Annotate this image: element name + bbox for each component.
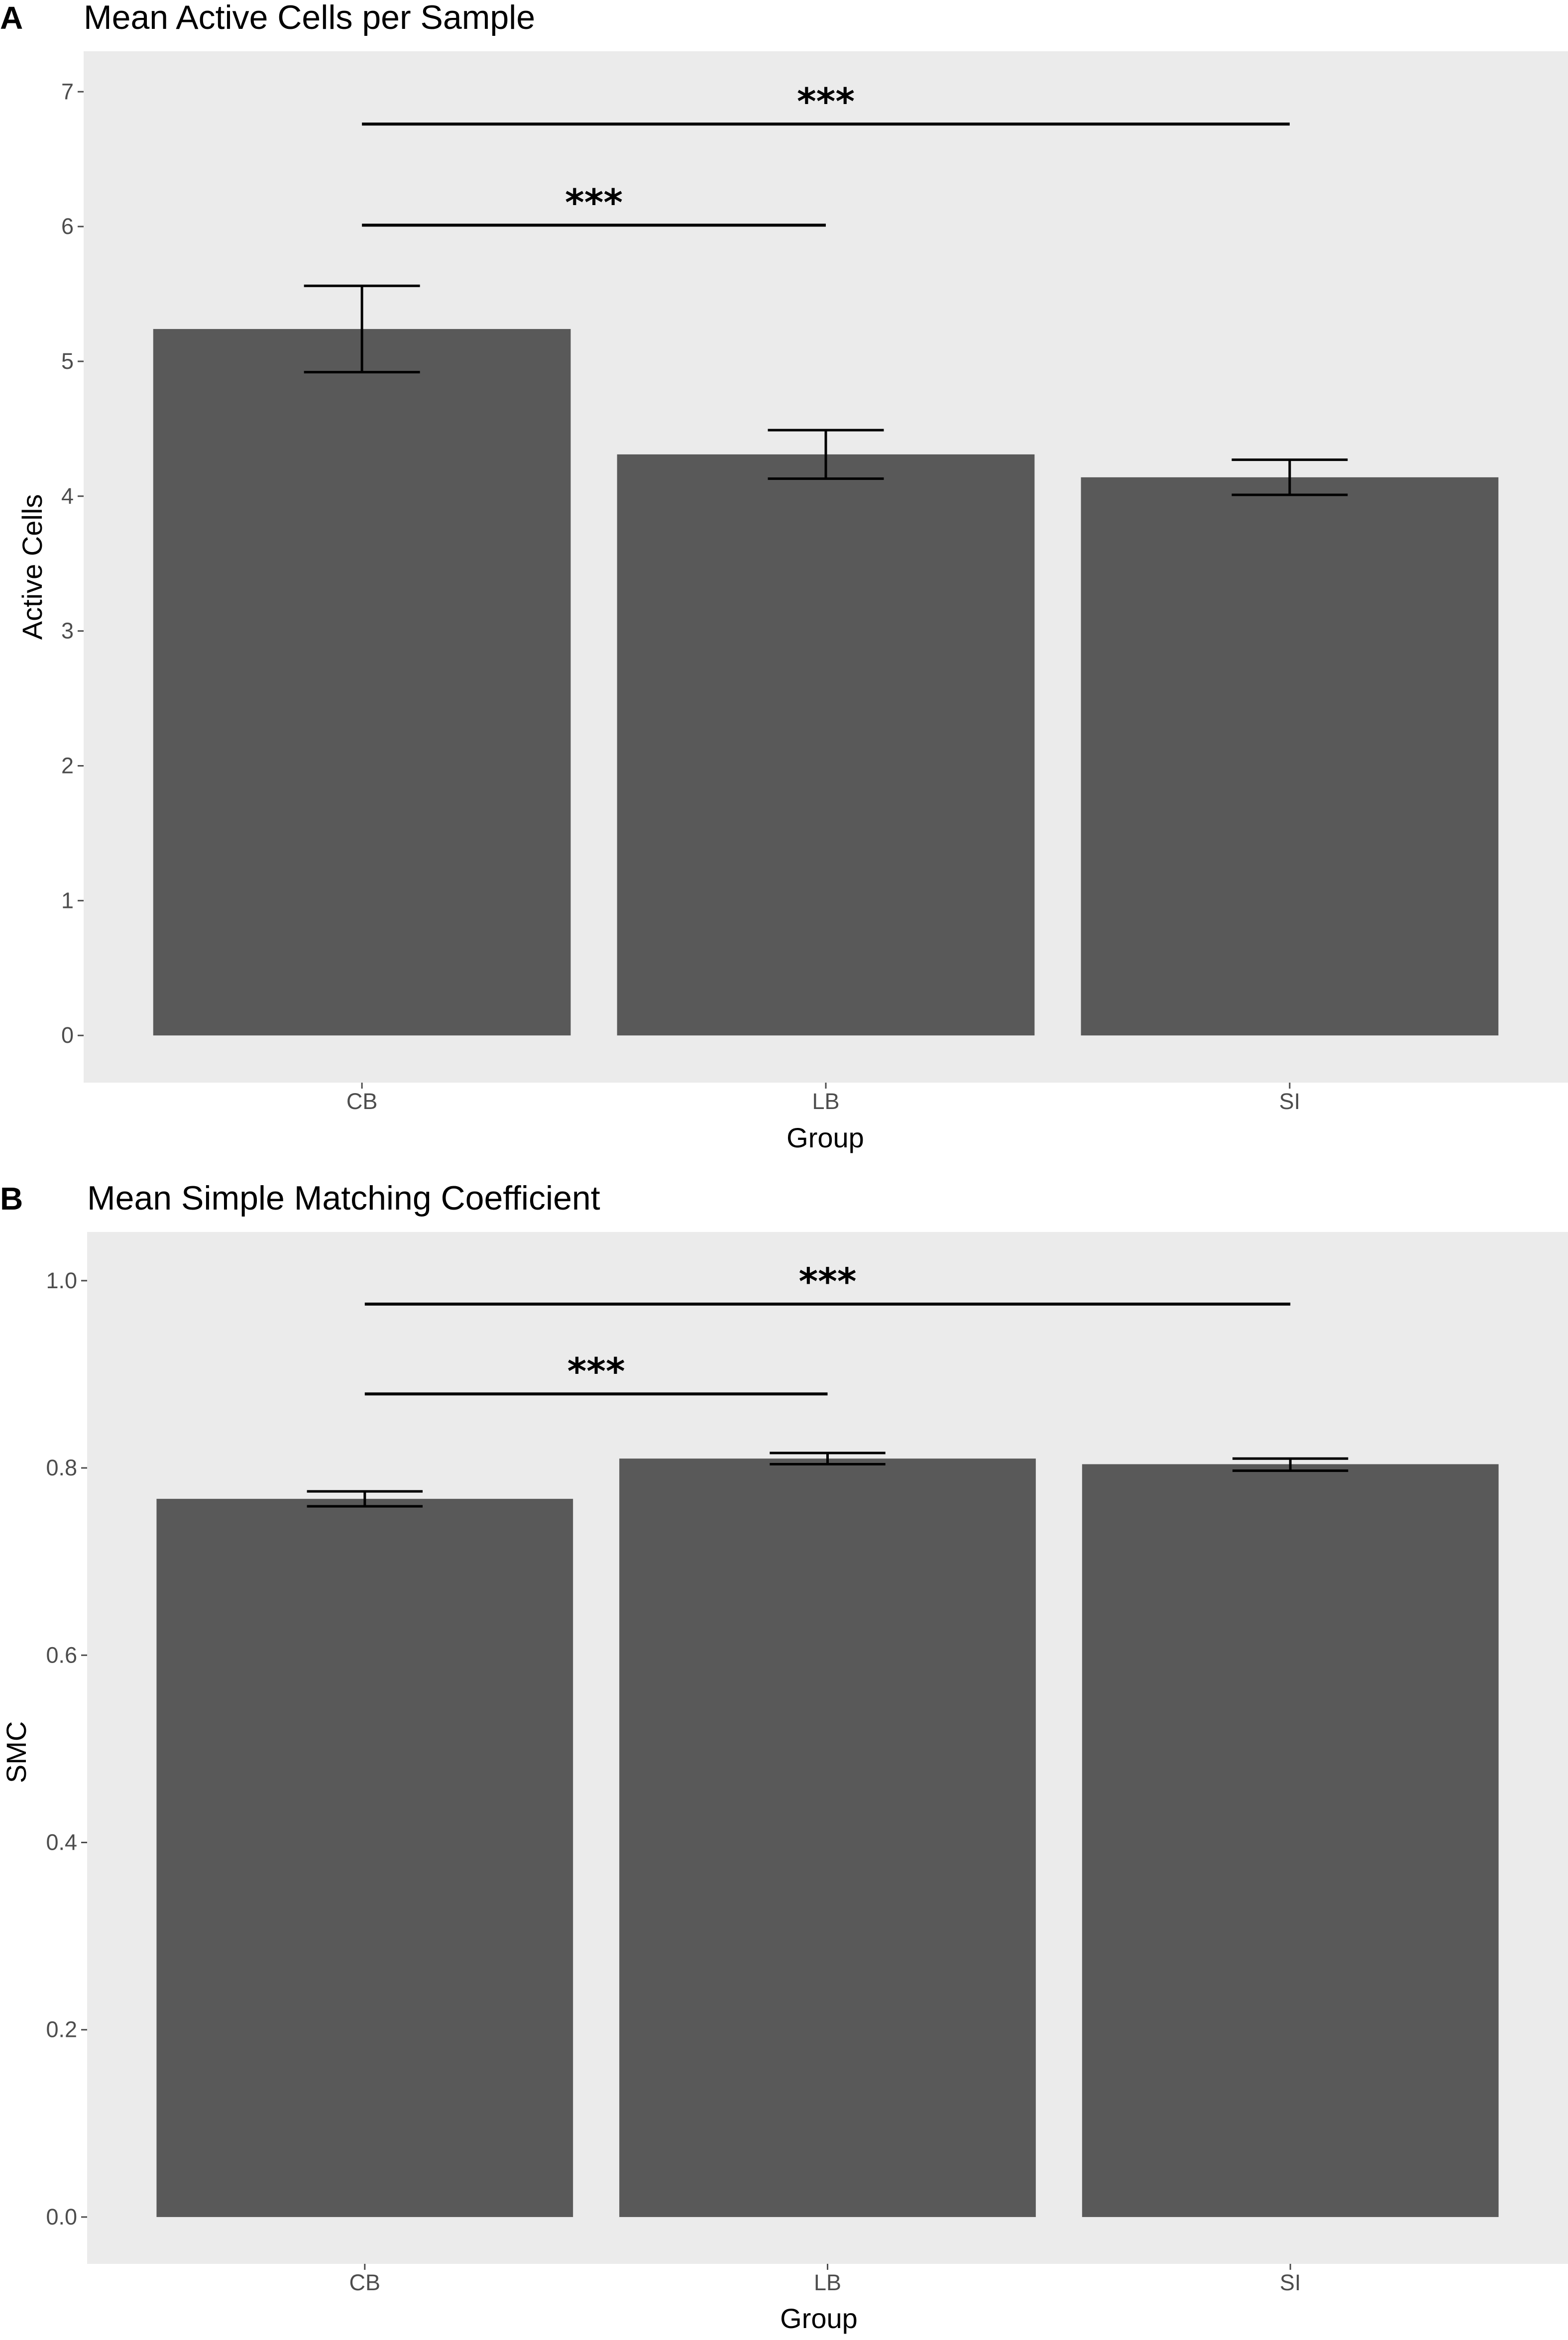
x-tick-label-b-lb: LB xyxy=(814,2270,841,2295)
y-axis-b: 0.0 0.2 0.4 0.6 0.8 1.0 xyxy=(46,1268,87,2229)
error-bar-b-lb xyxy=(770,1451,886,1466)
y-axis-label-a: Active Cells xyxy=(16,494,48,640)
panel-letter-b: B xyxy=(0,1181,23,1217)
significance-label-b-0: *** xyxy=(567,1350,625,1393)
bar-a-cb xyxy=(153,329,571,1036)
bar-b-lb xyxy=(619,1458,1036,2217)
x-tick-label-b-si: SI xyxy=(1280,2270,1301,2295)
y-tick-label-a-2: 2 xyxy=(61,753,74,779)
significance-a: *** *** xyxy=(362,80,1290,227)
chart-title-a: Mean Active Cells per Sample xyxy=(84,0,535,36)
y-tick-label-b-0: 0.0 xyxy=(46,2204,77,2229)
bar-b-cb xyxy=(156,1499,573,2217)
y-tick-label-a-6: 6 xyxy=(61,214,74,239)
y-tick-label-a-7: 7 xyxy=(61,79,74,104)
significance-label-a-0: *** xyxy=(565,181,623,224)
error-bars-b xyxy=(307,1451,1348,1508)
bars-b xyxy=(156,1458,1499,2217)
y-tick-label-b-2: 0.4 xyxy=(46,1829,77,1855)
error-bar-a-cb xyxy=(304,284,420,374)
panel-letter-a: A xyxy=(0,0,23,36)
x-tick-label-a-lb: LB xyxy=(812,1089,839,1114)
y-tick-label-a-4: 4 xyxy=(61,483,74,509)
chart-title-b: Mean Simple Matching Coefficient xyxy=(87,1179,600,1217)
y-tick-label-b-3: 0.6 xyxy=(46,1642,77,1668)
error-bar-a-si xyxy=(1232,458,1348,496)
x-axis-a: CB LB SI xyxy=(346,1083,1300,1114)
significance-b: *** *** xyxy=(364,1260,1291,1396)
error-bar-b-cb xyxy=(307,1490,423,1508)
bar-a-lb xyxy=(617,454,1035,1036)
y-tick-label-a-1: 1 xyxy=(61,888,74,913)
bar-b-si xyxy=(1082,1464,1499,2217)
y-tick-label-b-5: 1.0 xyxy=(46,1268,77,1293)
x-axis-label-b: Group xyxy=(780,2303,858,2334)
y-tick-label-b-4: 0.8 xyxy=(46,1455,77,1480)
significance-label-a-1: *** xyxy=(797,80,855,123)
panel-a: A Mean Active Cells per Sample 01234567 … xyxy=(0,0,1568,1153)
x-axis-label-a: Group xyxy=(786,1122,864,1153)
x-axis-b: CB LB SI xyxy=(349,2264,1301,2295)
y-tick-label-b-1: 0.2 xyxy=(46,2017,77,2042)
x-tick-label-a-cb: CB xyxy=(346,1089,378,1114)
y-tick-label-a-3: 3 xyxy=(61,618,74,644)
x-tick-label-b-cb: CB xyxy=(349,2270,381,2295)
y-tick-label-a-5: 5 xyxy=(61,348,74,374)
error-bar-a-lb xyxy=(768,429,884,480)
significance-label-b-1: *** xyxy=(798,1260,856,1303)
panel-b: B Mean Simple Matching Coefficient 0.00.… xyxy=(0,1179,1568,2334)
y-axis-label-b: SMC xyxy=(0,1721,32,1783)
bars-a xyxy=(153,329,1499,1036)
bar-a-si xyxy=(1081,477,1499,1036)
y-tick-label-a-0: 0 xyxy=(61,1022,74,1048)
error-bars-a xyxy=(304,284,1348,496)
error-bar-b-si xyxy=(1232,1457,1348,1472)
y-axis-a: 0 1 2 3 4 5 6 7 xyxy=(61,79,84,1048)
x-tick-label-a-si: SI xyxy=(1279,1089,1301,1114)
